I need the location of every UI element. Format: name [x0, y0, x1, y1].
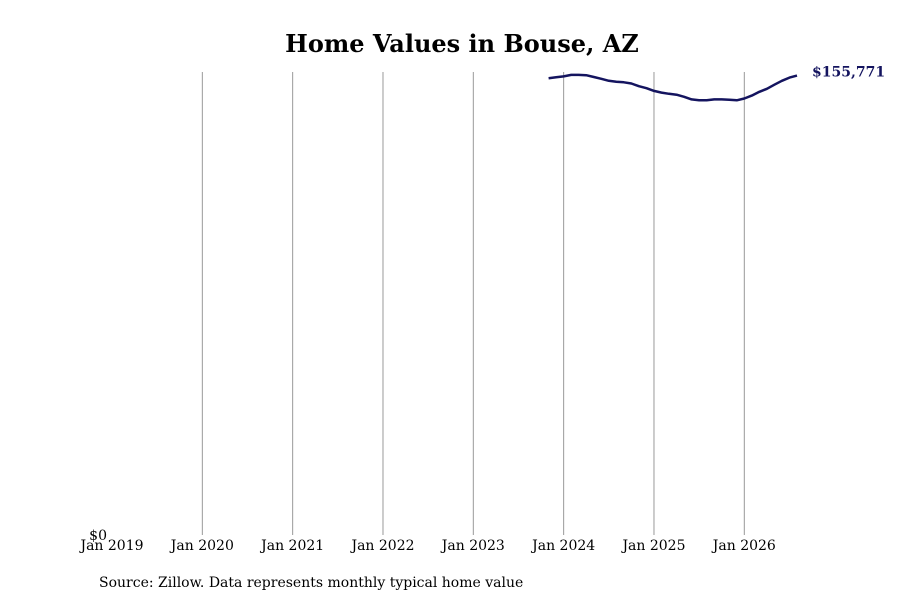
chart-title: Home Values in Bouse, AZ [285, 29, 639, 58]
x-tick-label: Jan 2022 [349, 538, 414, 554]
end-value-label: $155,771 [812, 65, 885, 81]
x-tick-label: Jan 2019 [78, 538, 143, 554]
x-tick-label: Jan 2024 [530, 538, 595, 554]
x-tick-label: Jan 2026 [711, 538, 776, 554]
source-note: Source: Zillow. Data represents monthly … [99, 575, 523, 591]
x-tick-label: Jan 2025 [620, 538, 685, 554]
y-tick-label: $0 [89, 528, 107, 544]
line-series [548, 73, 798, 102]
x-tick-label: Jan 2023 [440, 538, 505, 554]
x-tick-label: Jan 2021 [259, 538, 324, 554]
x-tick-label: Jan 2020 [169, 538, 234, 554]
